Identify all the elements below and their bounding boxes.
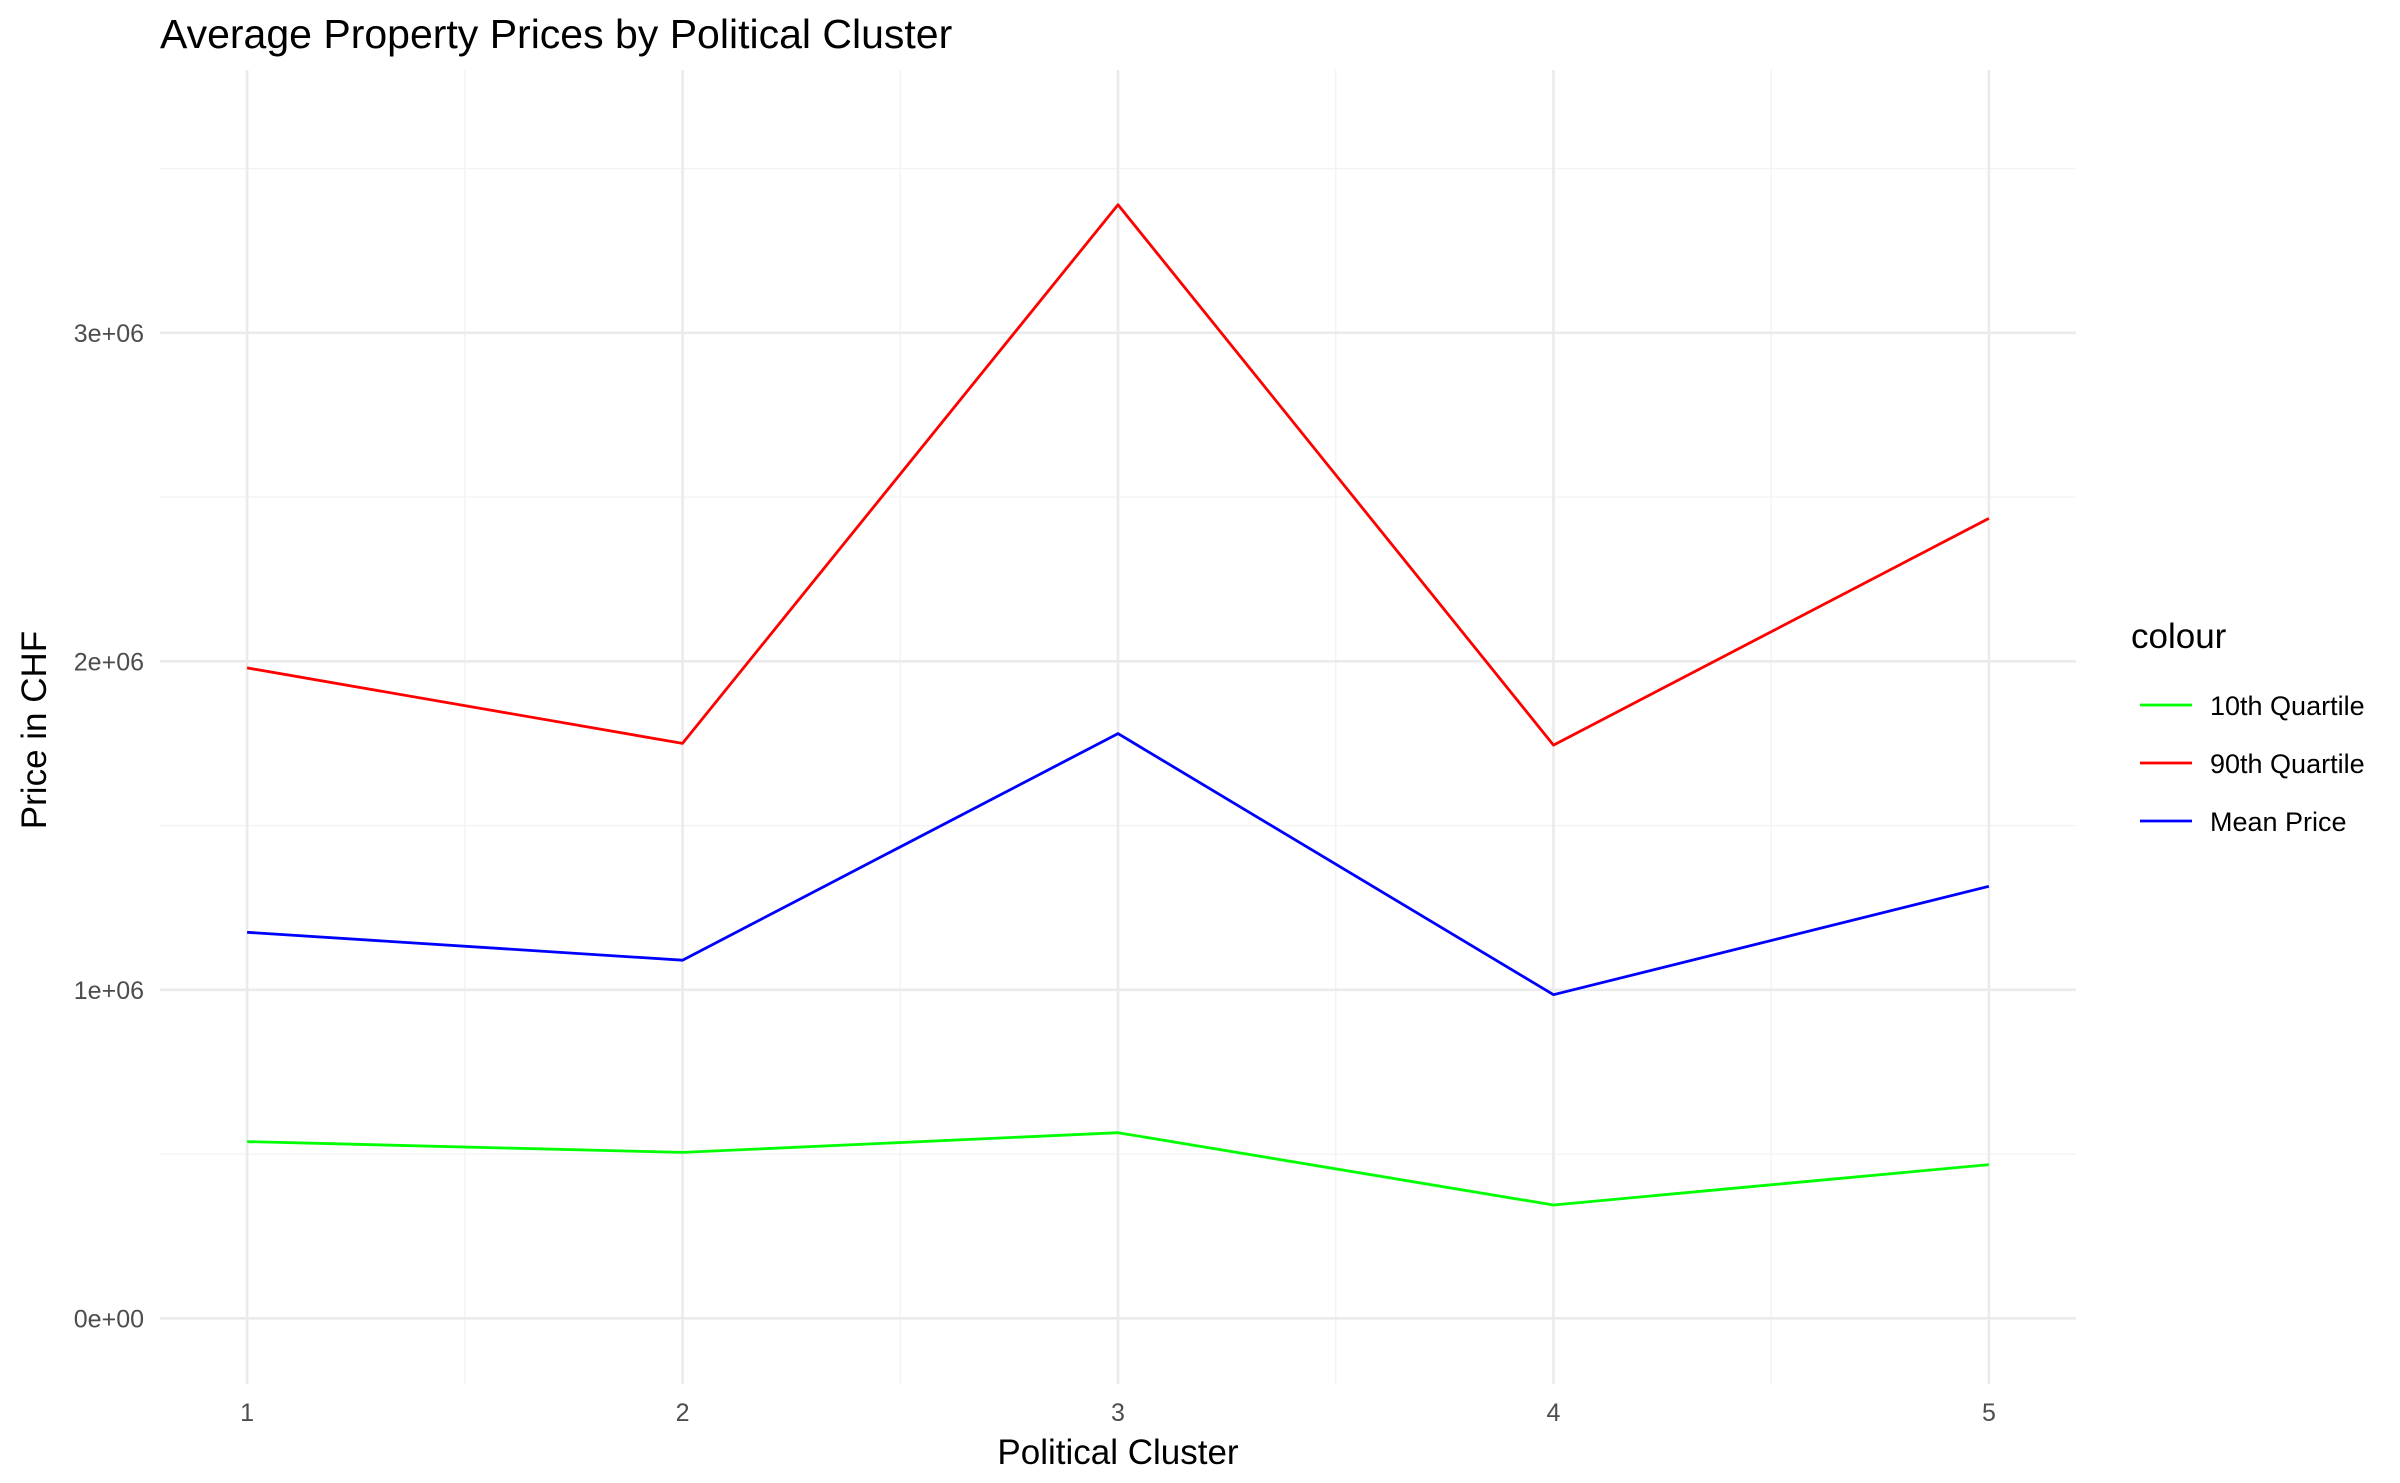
plot-panel <box>160 70 2076 1384</box>
legend-item-10th-quartile: 10th Quartile <box>2140 691 2365 721</box>
y-axis-tick-labels: 0e+00 1e+06 2e+06 3e+06 <box>74 320 144 1334</box>
series-line-10th-quartile <box>247 1131 1990 1207</box>
y-tick-label: 2e+06 <box>74 648 144 676</box>
legend-label-10th-quartile: 10th Quartile <box>2210 691 2365 721</box>
legend-item-mean-price: Mean Price <box>2140 807 2347 837</box>
y-tick-label: 1e+06 <box>74 977 144 1005</box>
y-axis-title: Price in CHF <box>15 631 54 829</box>
legend-label-mean-price: Mean Price <box>2210 807 2347 837</box>
series-lines <box>246 203 1990 1207</box>
chart-title: Average Property Prices by Political Clu… <box>160 11 952 57</box>
x-axis-title: Political Cluster <box>997 1433 1239 1472</box>
legend-item-90th-quartile: 90th Quartile <box>2140 749 2365 779</box>
series-line-90th-quartile <box>246 203 1990 747</box>
legend-title: colour <box>2131 617 2227 656</box>
x-tick-label: 4 <box>1547 1399 1561 1427</box>
x-tick-label: 1 <box>240 1399 254 1427</box>
major-gridlines <box>160 70 2076 1384</box>
legend: colour 10th Quartile 90th Quartile Mean Pr… <box>2131 617 2365 837</box>
y-tick-label: 3e+06 <box>74 320 144 348</box>
legend-items: 10th Quartile 90th Quartile Mean Price <box>2140 691 2365 837</box>
y-tick-label: 0e+00 <box>74 1305 144 1333</box>
series-line-mean-price <box>247 732 1990 997</box>
x-tick-label: 5 <box>1982 1399 1996 1427</box>
x-tick-label: 2 <box>676 1399 690 1427</box>
x-axis-tick-labels: 1 2 3 4 5 <box>240 1399 1996 1427</box>
x-tick-label: 3 <box>1111 1399 1125 1427</box>
legend-label-90th-quartile: 90th Quartile <box>2210 749 2365 779</box>
